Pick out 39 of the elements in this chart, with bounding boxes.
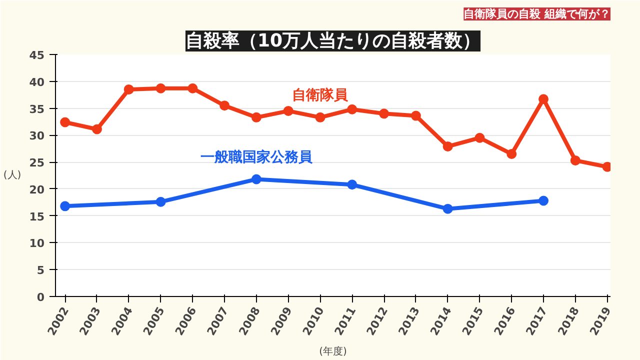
y-tick-label: 15 (29, 210, 45, 224)
y-tick-label: 10 (29, 237, 45, 250)
point (538, 196, 549, 206)
chart-title: 自殺率（10万人当たりの自殺者数） (185, 30, 481, 52)
point (124, 84, 134, 94)
point (156, 83, 166, 94)
point (379, 108, 390, 119)
point (220, 100, 230, 111)
point (60, 117, 70, 128)
point (506, 149, 517, 159)
text: 自衛隊員の自殺 組織で何が？ (464, 8, 611, 20)
point (60, 201, 70, 212)
point (474, 132, 485, 143)
point (570, 155, 580, 166)
point (156, 196, 166, 207)
point (442, 141, 453, 152)
y-tick-label: 5 (36, 264, 44, 278)
y-tick-label: 0 (36, 291, 45, 304)
point (188, 83, 198, 94)
y-tick-label: 30 (29, 130, 45, 143)
y-tick-label: 35 (29, 102, 45, 116)
series-label: 自衛隊員 (292, 86, 350, 104)
point (442, 204, 453, 214)
y-tick-label: 20 (29, 183, 45, 196)
y-tick-label: 25 (29, 156, 45, 170)
y-tick-label: 45 (29, 49, 45, 62)
point (347, 104, 358, 114)
y-axis-title: (人) (3, 170, 22, 181)
series-label: 一般職国家公務員 (200, 148, 314, 166)
x-axis-title: (年度) (319, 346, 347, 358)
point (410, 110, 421, 121)
point (251, 112, 262, 122)
point (315, 112, 326, 122)
point (347, 180, 358, 190)
point (251, 174, 262, 184)
point (92, 124, 102, 134)
point (283, 106, 294, 116)
point (538, 94, 549, 104)
y-tick-label: 40 (29, 76, 45, 89)
